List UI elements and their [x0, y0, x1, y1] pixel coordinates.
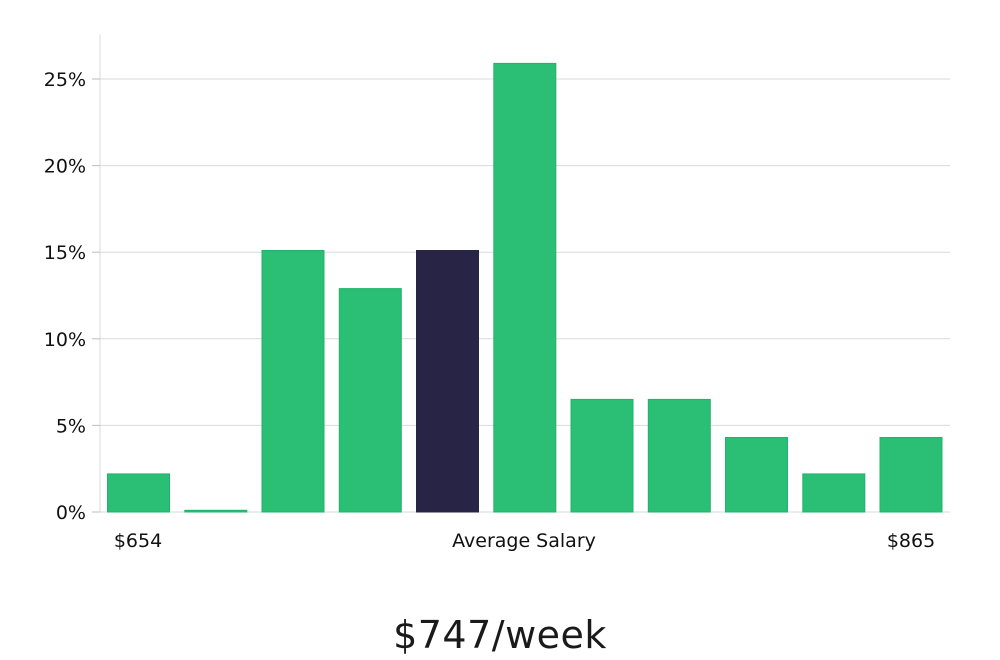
bar: [184, 509, 248, 513]
y-tick-label: 10%: [44, 329, 86, 351]
bar: [261, 250, 325, 513]
average-salary-value: $747/week: [393, 613, 607, 657]
bar: [879, 437, 943, 513]
bars: [107, 62, 943, 513]
bar: [647, 398, 711, 513]
bar: [570, 398, 634, 513]
bar: [802, 473, 866, 513]
bar: [493, 62, 557, 513]
y-tick-labels: 0% 5% 10% 15% 20% 25%: [44, 69, 100, 524]
x-max-label: $865: [887, 530, 935, 552]
x-min-label: $654: [114, 530, 162, 552]
y-tick-label: 0%: [56, 502, 86, 524]
bar: [107, 473, 170, 513]
y-tick-label: 5%: [56, 415, 86, 437]
y-tick-label: 15%: [44, 242, 86, 264]
bar: [725, 437, 788, 513]
y-tick-label: 20%: [44, 156, 86, 178]
bar: [338, 288, 402, 513]
y-tick-label: 25%: [44, 69, 86, 91]
highlighted-bar: [416, 250, 479, 513]
x-axis-title: Average Salary: [452, 530, 596, 552]
